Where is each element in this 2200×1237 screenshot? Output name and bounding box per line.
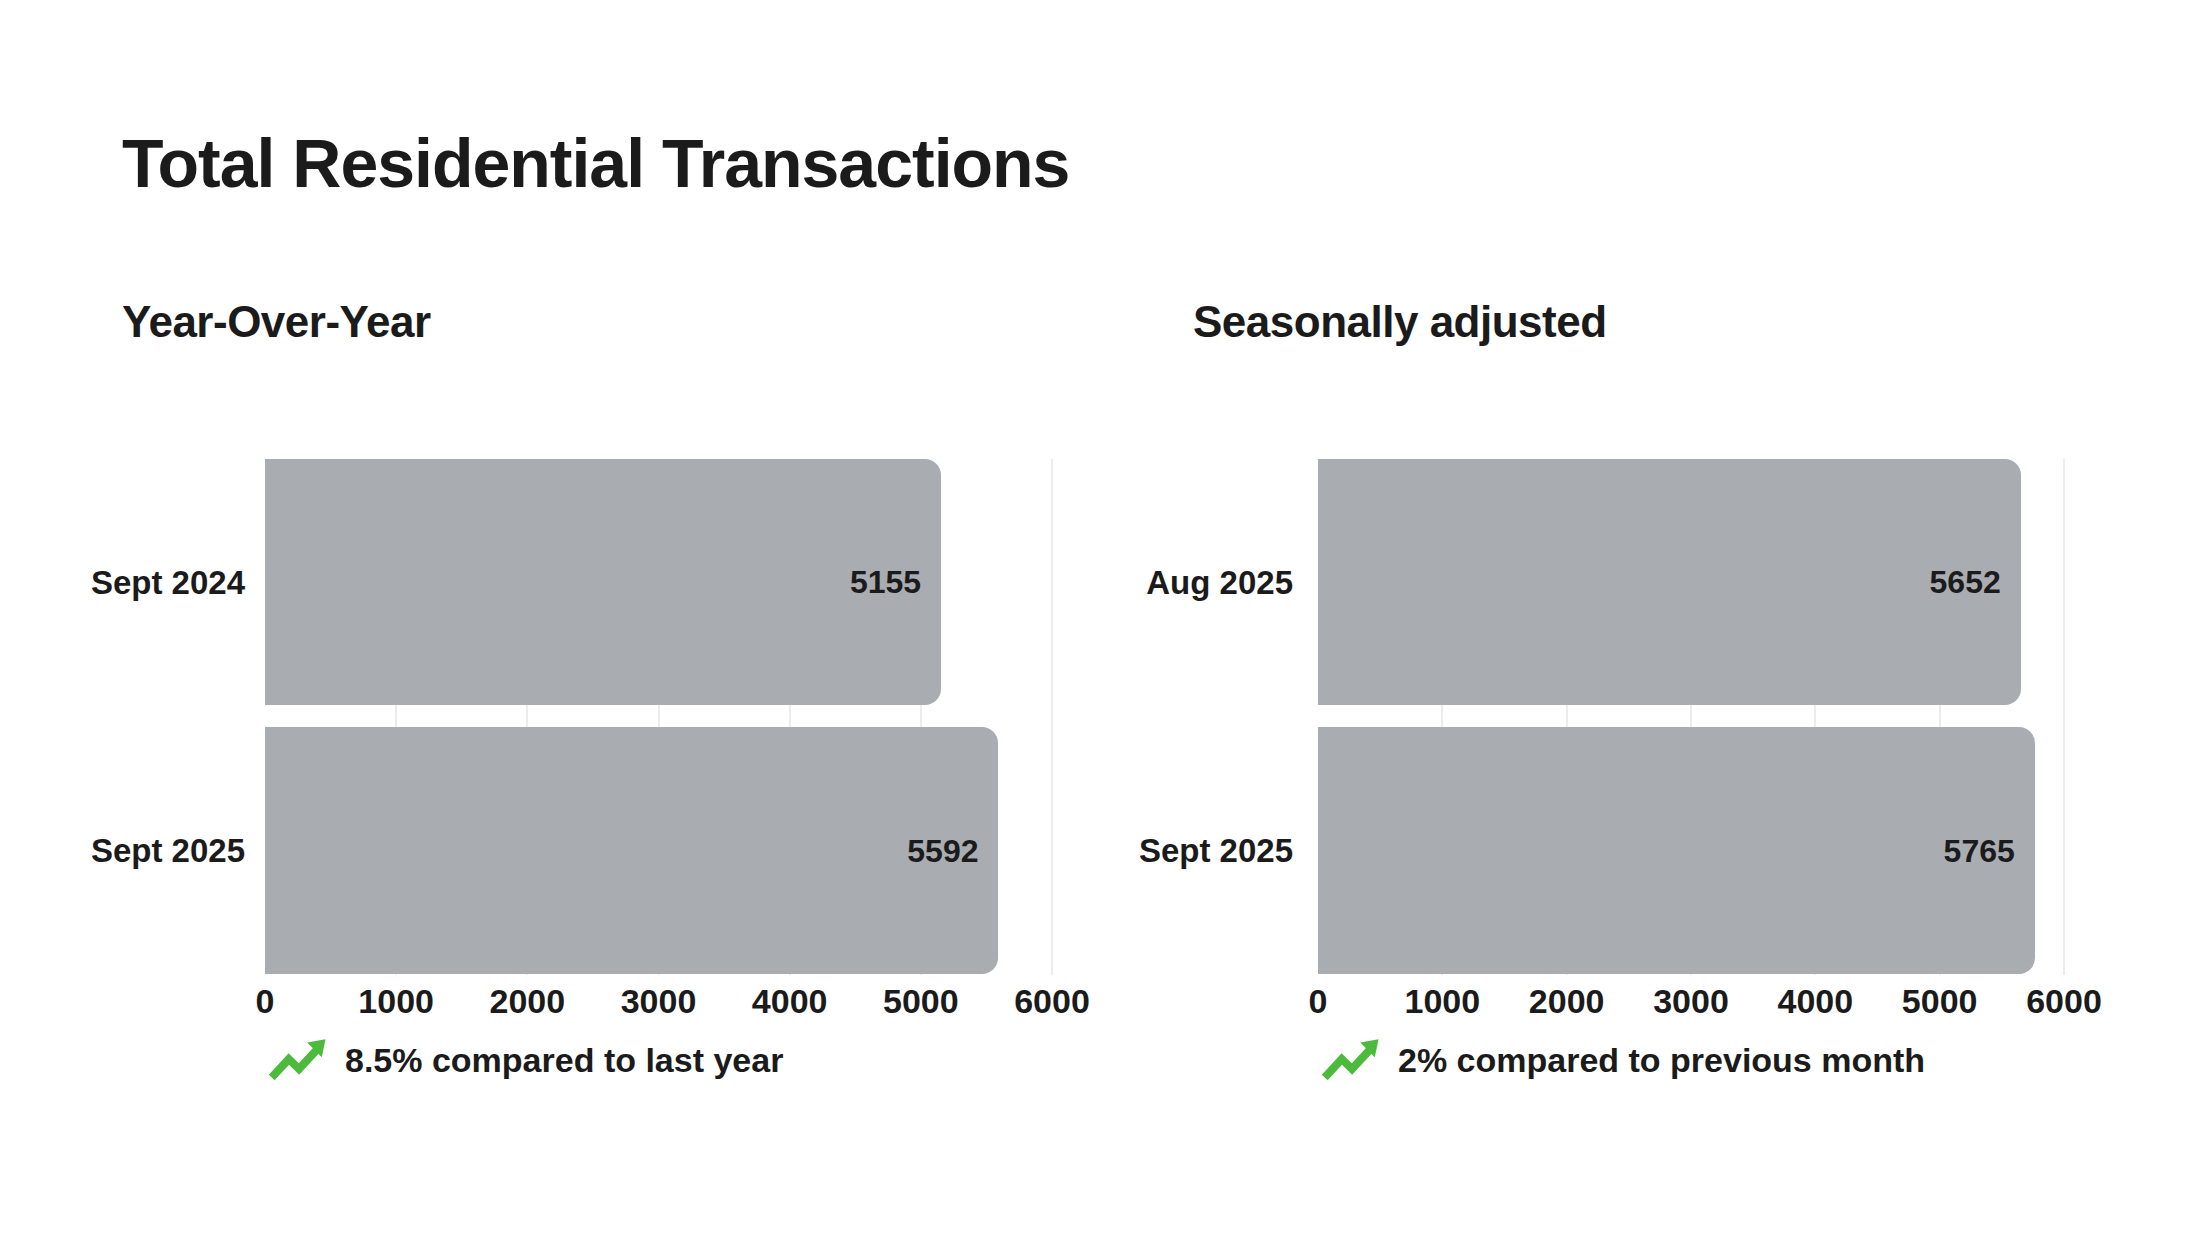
x-axis-tick: 4000 xyxy=(752,984,828,1018)
change-note: 2% compared to previous month xyxy=(1318,1030,1925,1090)
category-label: Aug 2025 xyxy=(1110,459,1318,705)
bar-track: 5765 xyxy=(1318,727,2064,974)
bar-value-label: 5765 xyxy=(1944,835,2015,867)
bar-value-label: 5592 xyxy=(907,835,978,867)
x-axis: 0 1000 2000 3000 4000 5000 6000 xyxy=(265,984,1052,1026)
bar-sept-2025: 5592 xyxy=(265,727,998,974)
bar-track: 5652 xyxy=(1318,459,2064,705)
trending-up-icon xyxy=(1318,1030,1384,1090)
bar-row: Aug 2025 5652 xyxy=(1110,459,2064,705)
category-label: Sept 2025 xyxy=(62,727,265,974)
x-axis-tick: 0 xyxy=(1309,984,1328,1018)
chart-subtitle: Year-Over-Year xyxy=(122,297,431,347)
chart-year-over-year: Year-Over-Year Sept 2024 5155 Sept 2025 … xyxy=(62,0,1052,1237)
chart-subtitle: Seasonally adjusted xyxy=(1193,297,1607,347)
x-axis-tick: 5000 xyxy=(1902,984,1978,1018)
x-axis-tick: 1000 xyxy=(1405,984,1481,1018)
x-axis-tick: 1000 xyxy=(358,984,434,1018)
x-axis-tick: 4000 xyxy=(1778,984,1854,1018)
bar-value-label: 5155 xyxy=(850,566,921,598)
x-axis-tick: 5000 xyxy=(883,984,959,1018)
chart-seasonally-adjusted: Seasonally adjusted Aug 2025 5652 Sept 2… xyxy=(1110,0,2064,1237)
bar-row: Sept 2025 5592 xyxy=(62,727,1052,974)
trending-up-icon xyxy=(265,1030,331,1090)
x-axis-tick: 2000 xyxy=(1529,984,1605,1018)
bar-track: 5155 xyxy=(265,459,1052,705)
x-axis-tick: 2000 xyxy=(490,984,566,1018)
x-axis-tick: 6000 xyxy=(1014,984,1090,1018)
x-axis-tick: 3000 xyxy=(621,984,697,1018)
category-label: Sept 2025 xyxy=(1110,727,1318,974)
x-axis-tick: 0 xyxy=(256,984,275,1018)
bar-sept-2024: 5155 xyxy=(265,459,941,705)
change-note-text: 2% compared to previous month xyxy=(1398,1043,1925,1077)
bar-value-label: 5652 xyxy=(1930,566,2001,598)
bar-track: 5592 xyxy=(265,727,1052,974)
x-axis-tick: 3000 xyxy=(1653,984,1729,1018)
infographic-canvas: Total Residential Transactions Year-Over… xyxy=(0,0,2200,1237)
bar-row: Sept 2024 5155 xyxy=(62,459,1052,705)
bar-sept-2025-sa: 5765 xyxy=(1318,727,2035,974)
bar-aug-2025: 5652 xyxy=(1318,459,2021,705)
change-note: 8.5% compared to last year xyxy=(265,1030,783,1090)
x-axis: 0 1000 2000 3000 4000 5000 6000 xyxy=(1318,984,2064,1026)
category-label: Sept 2024 xyxy=(62,459,265,705)
x-axis-tick: 6000 xyxy=(2026,984,2102,1018)
change-note-text: 8.5% compared to last year xyxy=(345,1043,783,1077)
bar-row: Sept 2025 5765 xyxy=(1110,727,2064,974)
